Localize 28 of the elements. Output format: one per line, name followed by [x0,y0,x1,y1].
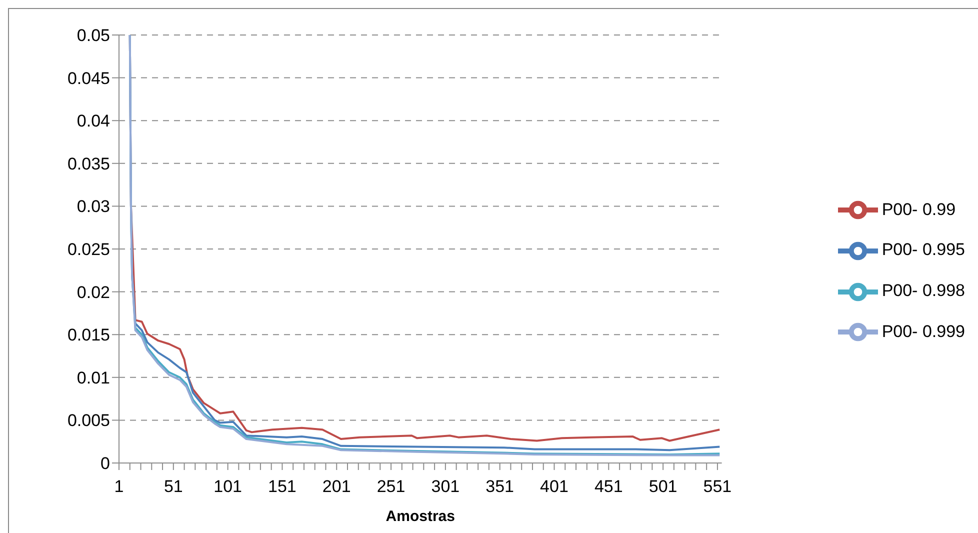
legend-label: P00- 0.99 [882,200,956,219]
legend-label: P00- 0.999 [882,322,965,341]
x-axis-title: Amostras [386,508,456,525]
y-tick-label: 0.005 [67,411,110,430]
y-tick-label: 0.04 [76,112,110,131]
legend-label: P00- 0.995 [882,240,965,260]
y-tick-label: 0.045 [67,68,110,88]
y-tick-label: 0.035 [67,154,110,174]
x-tick-label: 501 [648,477,678,496]
x-tick-label: 151 [268,477,296,496]
x-tick-label: 101 [214,477,242,496]
y-tick-label: 0.03 [76,197,110,216]
x-tick-label: 201 [322,477,351,496]
y-tick-label: 0 [100,454,110,474]
x-tick-label: 401 [540,477,568,496]
x-tick-label: 451 [594,477,623,496]
y-tick-label: 0.01 [76,368,110,388]
x-tick-label: 1 [114,477,124,496]
x-tick-label: 551 [703,477,732,496]
legend-label: P00- 0.998 [882,281,965,300]
x-tick-label: 351 [486,477,514,496]
y-tick-label: 0.05 [76,26,110,46]
x-tick-label: 251 [376,477,406,496]
x-tick-label: 301 [431,477,460,496]
y-tick-label: 0.025 [67,240,110,260]
y-tick-label: 0.02 [76,282,110,302]
y-tick-label: 0.015 [67,326,110,345]
x-tick-label: 51 [164,477,183,496]
